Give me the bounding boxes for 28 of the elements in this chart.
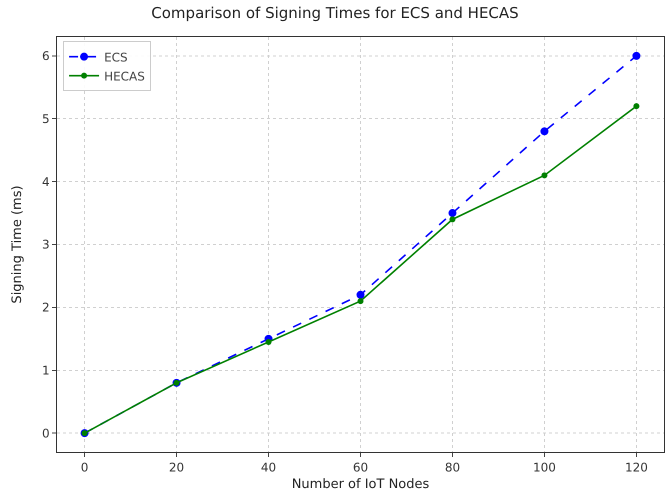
point xyxy=(449,216,456,222)
point xyxy=(358,298,364,304)
y-tick-label: 0 xyxy=(42,426,50,440)
y-axis-title: Signing Time (ms) xyxy=(10,185,25,304)
point xyxy=(633,103,640,110)
legend-label: ECS xyxy=(104,50,128,64)
x-tick-label: 0 xyxy=(80,460,88,474)
x-tick-label: 60 xyxy=(352,460,368,474)
point xyxy=(448,209,456,218)
point xyxy=(632,52,640,60)
y-tick-label: 2 xyxy=(42,300,50,315)
point xyxy=(356,290,364,299)
legend-label: HECAS xyxy=(104,69,145,84)
x-tick-label: 120 xyxy=(624,460,648,474)
x-axis-title: Number of IoT Nodes xyxy=(292,477,430,492)
point xyxy=(540,127,548,136)
y-tick-label: 4 xyxy=(42,174,50,189)
x-tick-label: 40 xyxy=(260,460,276,474)
x-tick-label: 20 xyxy=(168,460,184,474)
point xyxy=(541,172,548,178)
point xyxy=(266,338,272,345)
y-tick-label: 3 xyxy=(42,238,50,252)
y-tick-label: 1 xyxy=(42,363,50,378)
chart-title: Comparison of Signing Times for ECS and HECAS xyxy=(151,4,519,22)
y-tick-label: 6 xyxy=(42,49,50,64)
y-tick-label: 5 xyxy=(42,112,50,126)
x-tick-label: 80 xyxy=(444,460,460,474)
x-tick-label: 100 xyxy=(532,460,556,474)
